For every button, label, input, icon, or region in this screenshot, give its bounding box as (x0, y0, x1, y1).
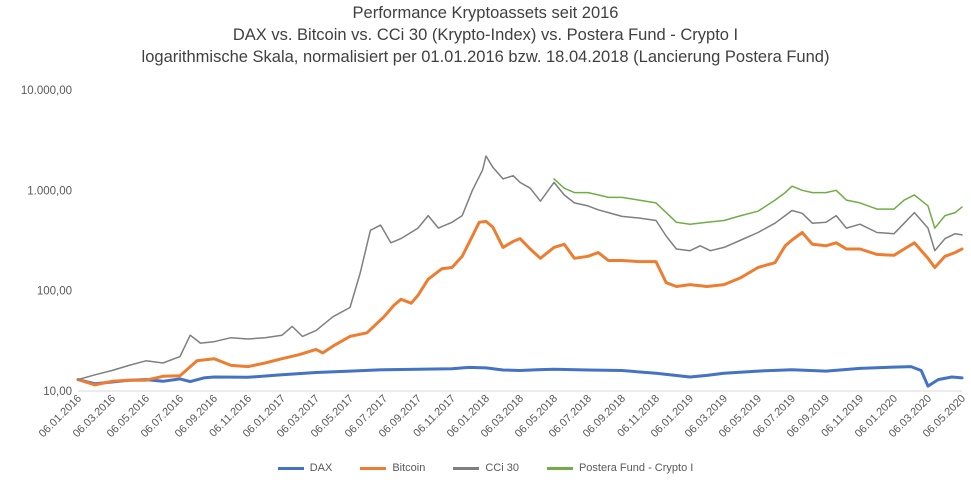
y-tick-label: 100,00 (37, 286, 72, 298)
series-line-cci-30 (77, 155, 963, 381)
legend-swatch-bitcoin (360, 466, 387, 470)
legend-swatch-dax (277, 466, 304, 470)
series-line-dax (76, 365, 964, 388)
legend-label-bitcoin: Bitcoin (392, 462, 426, 474)
chart-title-line-2: DAX vs. Bitcoin vs. CCi 30 (Krypto-Index… (232, 26, 739, 44)
chart-title-line-3: logarithmische Skala, normalisiert per 0… (141, 48, 830, 66)
legend-item-cci30: CCi 30 (453, 462, 519, 474)
legend-item-postera: Postera Fund - Crypto I (546, 462, 694, 474)
legend: DAX Bitcoin CCi 30 Postera Fund - Crypto… (0, 462, 971, 474)
legend-label-dax: DAX (309, 462, 333, 474)
chart-title: Performance Kryptoassets seit 2016 DAX v… (0, 2, 971, 68)
y-tick-label: 10,00 (43, 386, 72, 398)
series-line-postera-fund-crypto-i (553, 178, 963, 229)
legend-label-cci30: CCi 30 (485, 462, 519, 474)
chart-title-line-1: Performance Kryptoassets seit 2016 (352, 4, 619, 22)
legend-swatch-cci30 (453, 466, 480, 470)
y-tick-label: 1.000,00 (27, 185, 72, 197)
y-tick-label: 10.000,00 (21, 85, 72, 97)
legend-item-dax: DAX (277, 462, 333, 474)
legend-swatch-postera (546, 466, 573, 470)
legend-item-bitcoin: Bitcoin (360, 462, 425, 474)
series-line-bitcoin (76, 219, 964, 387)
legend-label-postera: Postera Fund - Crypto I (578, 462, 694, 474)
